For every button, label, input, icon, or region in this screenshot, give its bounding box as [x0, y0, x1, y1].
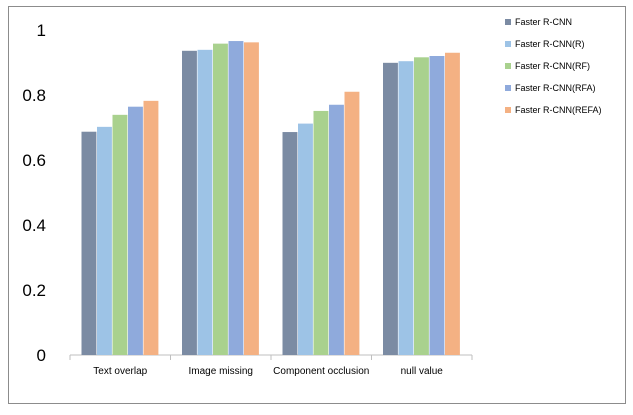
bar: [313, 110, 329, 356]
y-tick-label: 0.2: [22, 281, 46, 300]
legend-label: Faster R-CNN(RF): [515, 61, 590, 71]
y-tick-label: 0.8: [22, 86, 46, 105]
y-tick-label: 0: [37, 346, 46, 365]
legend-swatch: [505, 41, 511, 47]
bar: [445, 52, 460, 355]
legend-swatch: [505, 107, 511, 113]
bar: [398, 61, 414, 355]
bar: [213, 43, 228, 356]
x-tick-label: Component occlusion: [273, 366, 369, 377]
bar: [414, 57, 429, 356]
bar: [383, 62, 398, 355]
bar: [244, 42, 259, 355]
y-tick-label: 0.6: [22, 151, 46, 170]
y-tick-label: 1: [37, 21, 46, 40]
x-tick-label: Image missing: [189, 366, 253, 377]
y-tick-label: 0.4: [22, 216, 46, 235]
bar: [228, 41, 244, 356]
legend-swatch: [505, 85, 511, 91]
bar: [429, 56, 445, 355]
bar: [197, 49, 213, 355]
x-tick-label: null value: [401, 366, 444, 377]
bar: [298, 123, 313, 355]
legend-label: Faster R-CNN: [515, 17, 572, 27]
bar: [81, 131, 97, 355]
bar: [97, 126, 112, 355]
bar: [182, 50, 197, 356]
legend: Faster R-CNN Faster R-CNN(R) Faster R-CNN(…: [505, 17, 602, 115]
legend-label: Faster R-CNN(R): [515, 39, 585, 49]
bar: [128, 106, 143, 355]
legend-label: Faster R-CNN(REFA): [515, 105, 602, 115]
bars: [81, 41, 460, 356]
legend-swatch: [505, 19, 511, 25]
x-tick-label: Text overlap: [93, 366, 147, 377]
legend-label: Faster R-CNN(RFA): [515, 83, 596, 93]
bar: [143, 100, 159, 355]
bar: [329, 104, 344, 355]
bar: [112, 114, 128, 355]
legend-swatch: [505, 63, 511, 69]
bar: [282, 132, 298, 355]
bar: [344, 91, 360, 355]
